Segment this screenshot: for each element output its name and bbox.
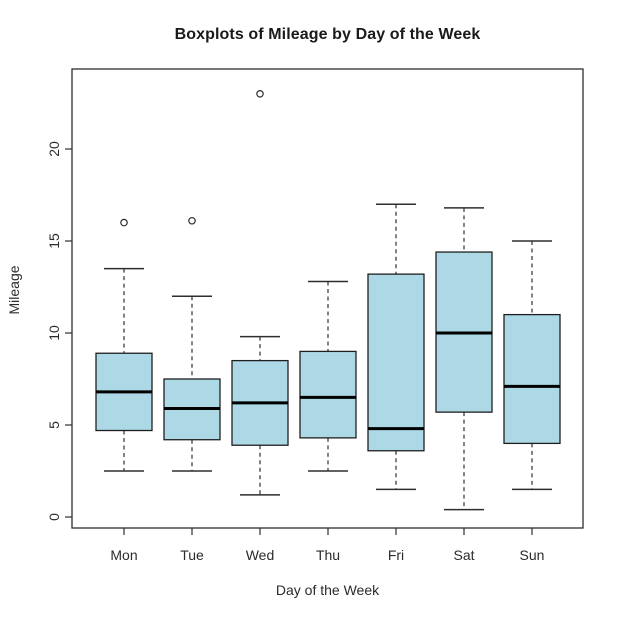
y-tick-label-5: 5	[46, 421, 62, 429]
outlier-point	[188, 216, 196, 225]
x-tick-label-Sun: Sun	[520, 547, 545, 563]
y-tick-label-10: 10	[46, 325, 62, 341]
boxplot-Sat	[435, 207, 493, 511]
y-tick-label-0: 0	[46, 513, 62, 521]
boxplot-Fri	[367, 203, 425, 491]
y-axis-title-text: Mileage	[6, 265, 22, 315]
iqr-box	[367, 273, 425, 452]
x-tick-label-Mon: Mon	[110, 547, 137, 563]
outlier-point	[256, 90, 264, 98]
y-tick-label-15: 15	[46, 233, 62, 249]
y-tick-label-20: 20	[46, 141, 62, 157]
boxplot-Wed	[231, 90, 289, 496]
outlier-point	[120, 218, 128, 227]
boxplot-Tue	[163, 216, 221, 472]
x-tick-label-Fri: Fri	[388, 547, 404, 563]
x-tick-label-Sat: Sat	[453, 547, 474, 563]
iqr-box	[503, 313, 561, 445]
x-axis-title: Day of the Week	[275, 582, 380, 598]
chart-title: Boxplots of Mileage by Day of the Week	[174, 26, 481, 43]
x-tick-label-Tue: Tue	[180, 547, 204, 563]
boxplot-Thu	[299, 280, 357, 472]
boxplot-Sun	[503, 240, 561, 491]
x-tick-label-Thu: Thu	[316, 547, 340, 563]
boxplot-Mon	[95, 218, 153, 472]
x-tick-label-Wed: Wed	[246, 547, 275, 563]
iqr-box	[299, 350, 357, 439]
